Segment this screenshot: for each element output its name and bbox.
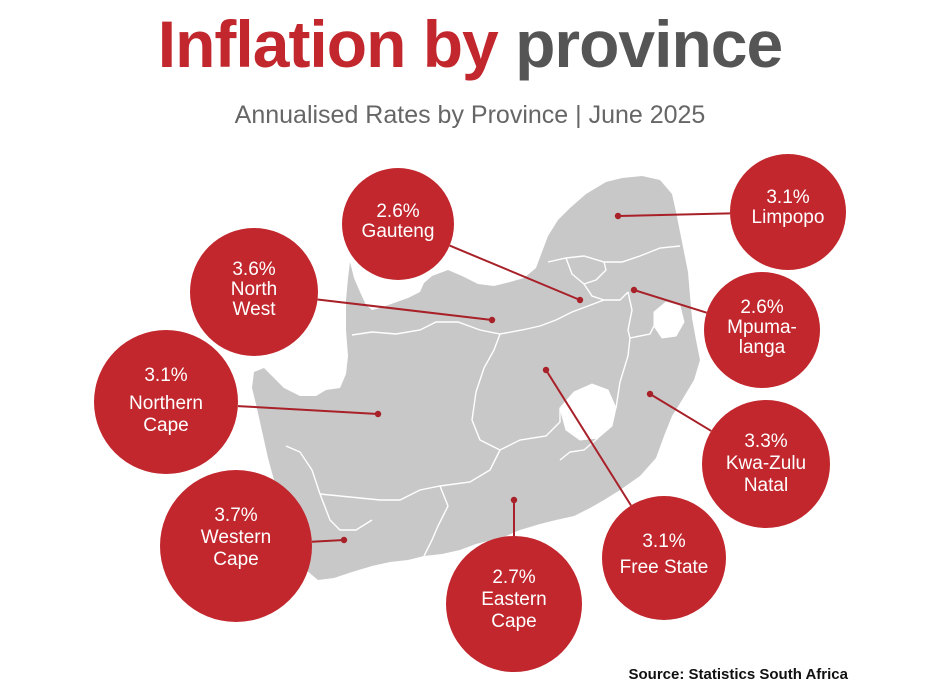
name-kwazulu-natal-line-1: Kwa-Zulu (726, 453, 806, 474)
anchor-dot-gauteng (576, 296, 584, 304)
bubble-eastern-cape (446, 536, 582, 672)
rate-gauteng: 2.6% (376, 201, 419, 222)
bubble-western-cape (160, 470, 312, 622)
rate-north-west: 3.6% (232, 259, 275, 280)
name-western-cape-line-2: Cape (213, 549, 258, 570)
leader-line-north-west (317, 298, 493, 321)
leader-line-northern-cape (237, 405, 379, 415)
rate-western-cape: 3.7% (214, 505, 257, 526)
bubble-north-west (190, 228, 318, 356)
rate-eastern-cape: 2.7% (492, 567, 535, 588)
name-mpumalanga-line-1: Mpuma- (727, 317, 797, 338)
bubble-limpopo (730, 154, 846, 270)
leader-line-mpumalanga (633, 289, 707, 314)
name-eastern-cape-line-1: Eastern (481, 589, 546, 610)
name-northern-cape-line-1: Northern (129, 393, 203, 414)
name-kwazulu-natal-line-2: Natal (744, 475, 788, 496)
anchor-dot-free-state (542, 366, 550, 374)
province-callout-free-state: 3.1% Free State (542, 366, 726, 620)
name-eastern-cape-line-2: Cape (491, 611, 536, 632)
name-mpumalanga-line-2: langa (739, 337, 786, 358)
south-africa-outline (252, 176, 700, 580)
source-note: Source: Statistics South Africa (628, 666, 849, 683)
province-borders (285, 245, 681, 557)
name-north-west-line-1: North (231, 279, 277, 300)
page-subtitle: Annualised Rates by Province | June 2025 (234, 101, 706, 129)
bubble-northern-cape (94, 330, 238, 474)
leader-line-limpopo (617, 212, 731, 217)
lesotho (559, 383, 617, 441)
rate-free-state: 3.1% (642, 531, 685, 552)
leader-line-free-state (545, 369, 632, 507)
anchor-dot-limpopo (614, 212, 622, 220)
rate-northern-cape: 3.1% (144, 365, 187, 386)
province-callout-gauteng: 2.6%Gauteng (342, 168, 584, 304)
name-north-west-line-2: West (233, 299, 277, 320)
province-callout-limpopo: 3.1%Limpopo (614, 154, 846, 270)
bubble-gauteng (342, 168, 454, 280)
page-title: Inflation by province (0, 4, 940, 84)
bubble-free-state (602, 496, 726, 620)
anchor-dot-kwazulu-natal (646, 390, 654, 398)
rate-limpopo: 3.1% (766, 187, 809, 208)
anchor-dot-north-west (488, 316, 496, 324)
bubble-kwazulu-natal (702, 400, 830, 528)
anchor-dot-northern-cape (374, 410, 382, 418)
anchor-dot-western-cape (340, 536, 348, 544)
leader-line-western-cape (311, 539, 345, 543)
name-northern-cape-line-2: Cape (143, 415, 188, 436)
name-free-state-line-1: Free State (620, 557, 709, 578)
anchor-dot-eastern-cape (510, 496, 518, 504)
rate-kwazulu-natal: 3.3% (744, 431, 787, 452)
bubble-mpumalanga (704, 272, 820, 388)
name-western-cape-line-1: Western (201, 527, 271, 548)
province-callout-mpumalanga: 2.6%Mpuma-langa (630, 272, 820, 388)
title-part-1: Inflation by (157, 7, 499, 81)
name-gauteng-line-1: Gauteng (362, 221, 435, 242)
rate-mpumalanga: 2.6% (740, 297, 783, 318)
leader-line-kwazulu-natal (649, 393, 712, 432)
leader-line-gauteng (449, 244, 581, 301)
anchor-dot-mpumalanga (630, 286, 638, 294)
eswatini (653, 301, 685, 339)
name-limpopo-line-1: Limpopo (752, 207, 825, 228)
title-part-2: province (515, 7, 783, 81)
